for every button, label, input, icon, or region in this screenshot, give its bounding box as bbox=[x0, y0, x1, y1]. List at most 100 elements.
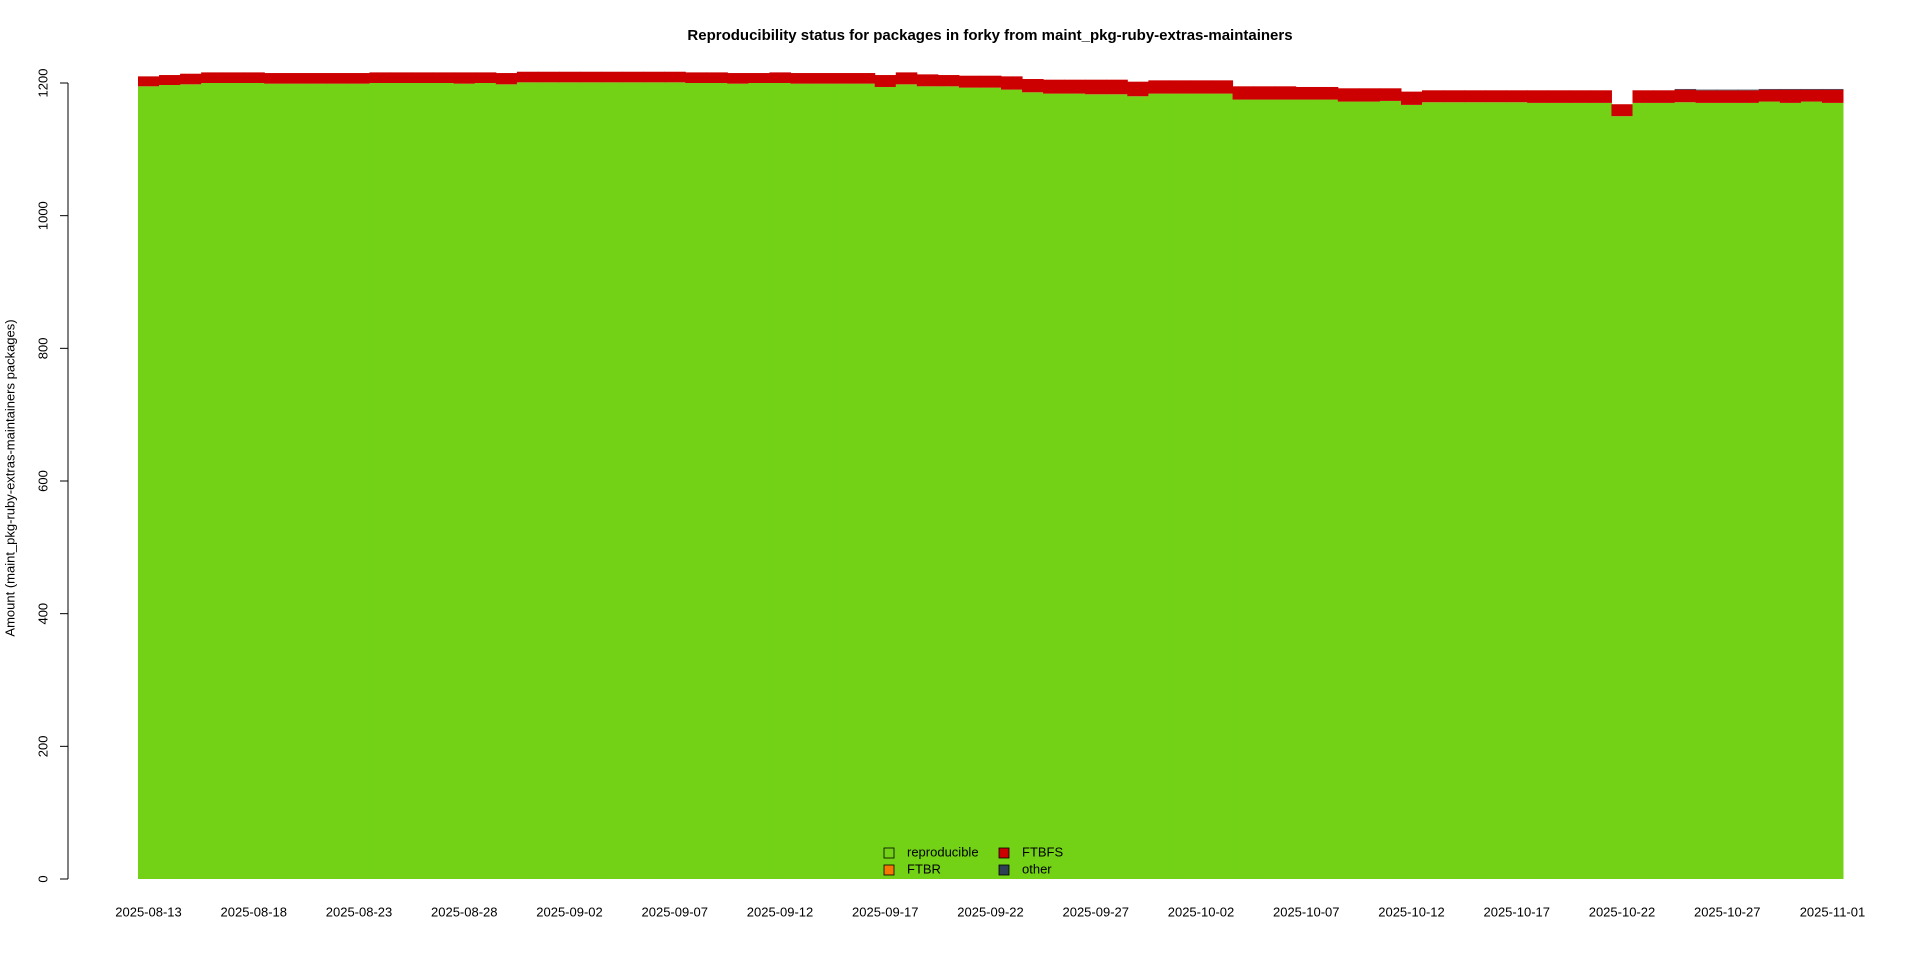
bar-segment bbox=[727, 83, 749, 879]
bar-segment bbox=[1611, 104, 1634, 117]
bar-segment bbox=[180, 73, 202, 85]
bar-segment bbox=[769, 72, 792, 83]
bar-segment bbox=[222, 72, 244, 83]
bar-segment bbox=[1085, 79, 1107, 95]
bar-segment bbox=[1716, 102, 1739, 879]
bar-segment bbox=[1106, 79, 1128, 95]
bar-segment bbox=[390, 72, 413, 83]
x-tick-label: 2025-08-23 bbox=[326, 904, 393, 919]
bar-segment bbox=[916, 86, 939, 880]
bar-segment bbox=[1695, 89, 1718, 91]
bar-segment bbox=[1169, 93, 1191, 879]
bar-segment bbox=[664, 82, 686, 879]
x-tick-label: 2025-09-02 bbox=[536, 904, 603, 919]
x-tick-label: 2025-09-07 bbox=[642, 904, 709, 919]
bar-segment bbox=[580, 71, 602, 83]
bar-segment bbox=[432, 83, 455, 879]
bar-segment bbox=[1674, 89, 1697, 103]
bar-segment bbox=[685, 83, 707, 879]
bar-segment bbox=[1464, 90, 1486, 103]
bar-segment bbox=[1106, 94, 1128, 879]
bar-segment bbox=[1464, 102, 1486, 879]
bar-segment bbox=[1716, 90, 1739, 103]
bar-segment bbox=[790, 73, 813, 84]
bar-segment bbox=[1232, 99, 1255, 880]
y-tick-label: 800 bbox=[35, 337, 50, 359]
bar-segment bbox=[243, 72, 265, 83]
bar-segment bbox=[327, 73, 349, 84]
y-tick-label: 200 bbox=[35, 735, 50, 757]
bar-segment bbox=[285, 83, 307, 879]
x-tick-label: 2025-09-27 bbox=[1062, 904, 1129, 919]
bar-segment bbox=[516, 82, 539, 879]
bar-segment bbox=[1779, 88, 1802, 90]
bar-segment bbox=[1358, 88, 1381, 102]
bar-segment bbox=[1379, 100, 1402, 879]
x-tick-label: 2025-08-13 bbox=[115, 904, 182, 919]
bar-segment bbox=[748, 83, 770, 879]
bar-segment bbox=[1127, 96, 1149, 880]
bar-segment bbox=[937, 86, 960, 880]
bar-segment bbox=[1695, 102, 1718, 879]
bar-segment bbox=[1632, 102, 1655, 879]
bar-segment bbox=[1295, 99, 1318, 880]
x-tick-label: 2025-10-02 bbox=[1168, 904, 1235, 919]
bar-segment bbox=[1758, 88, 1781, 90]
bar-segment bbox=[1737, 90, 1760, 103]
bar-segment bbox=[537, 82, 560, 879]
chart-title: Reproducibility status for packages in f… bbox=[687, 27, 1292, 44]
bar-segment bbox=[706, 83, 728, 879]
bar-segment bbox=[1800, 89, 1823, 102]
bar-segment bbox=[685, 72, 707, 83]
bar-segment bbox=[453, 72, 476, 84]
bar-segment bbox=[1800, 101, 1823, 879]
bar-segment bbox=[411, 83, 434, 879]
y-tick-label: 0 bbox=[35, 875, 50, 882]
bar-segment bbox=[1821, 88, 1844, 90]
bar-segment bbox=[769, 83, 792, 879]
y-tick-label: 400 bbox=[35, 603, 50, 625]
bar-segment bbox=[1316, 99, 1339, 880]
bar-segment bbox=[180, 84, 202, 880]
bar-segment bbox=[979, 87, 1002, 880]
bar-segment bbox=[790, 83, 813, 879]
bar-segment bbox=[1758, 89, 1781, 102]
bar-segment bbox=[558, 82, 581, 879]
bar-segment bbox=[1001, 89, 1023, 880]
bar-segment bbox=[601, 71, 623, 83]
legend-label: FTBFS bbox=[1022, 844, 1063, 859]
bar-segment bbox=[958, 87, 981, 880]
bar-segment bbox=[1379, 88, 1402, 101]
legend-swatch bbox=[998, 864, 1010, 876]
y-tick-label: 1000 bbox=[35, 201, 50, 230]
bar-segment bbox=[1611, 116, 1634, 879]
bar-segment bbox=[1295, 86, 1318, 100]
x-tick-label: 2025-10-17 bbox=[1483, 904, 1550, 919]
bar-segment bbox=[853, 83, 876, 879]
bar-segment bbox=[1527, 102, 1549, 879]
bar-segment bbox=[1422, 102, 1444, 879]
bar-segment bbox=[1337, 101, 1360, 879]
bar-segment bbox=[937, 75, 960, 87]
bar-segment bbox=[1674, 102, 1697, 879]
bar-segment bbox=[1485, 102, 1507, 879]
bar-segment bbox=[1043, 79, 1065, 94]
bar-segment bbox=[748, 73, 770, 83]
bar-segment bbox=[643, 82, 665, 879]
bar-segment bbox=[1632, 90, 1655, 103]
bar-segment bbox=[1590, 90, 1612, 103]
x-tick-label: 2025-10-22 bbox=[1589, 904, 1656, 919]
bar-segment bbox=[201, 72, 223, 83]
bar-segment bbox=[243, 83, 265, 879]
bar-segment bbox=[1064, 93, 1086, 879]
bar-segment bbox=[1358, 101, 1381, 879]
bar-segment bbox=[1253, 86, 1276, 100]
bar-segment bbox=[1548, 102, 1570, 879]
x-tick-label: 2025-09-12 bbox=[747, 904, 814, 919]
bar-segment bbox=[474, 83, 497, 879]
bar-segment bbox=[1506, 90, 1528, 103]
bar-segment bbox=[222, 83, 244, 879]
bar-segment bbox=[832, 73, 855, 84]
bar-segment bbox=[1821, 89, 1844, 103]
legend-swatch bbox=[998, 847, 1010, 859]
